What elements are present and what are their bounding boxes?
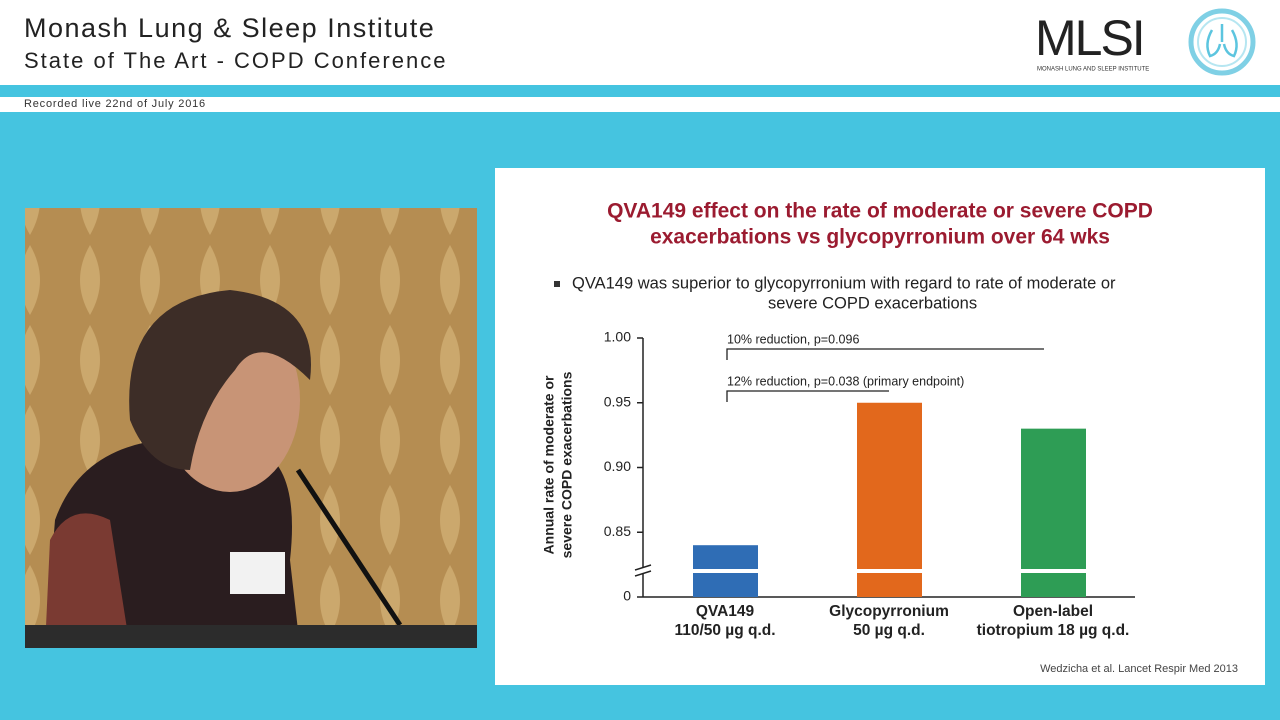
scarf — [45, 513, 130, 648]
x-tick-label: Open-label — [1013, 603, 1093, 620]
recorded-band — [0, 97, 1280, 112]
bullet-text: severe COPD exacerbations — [768, 294, 977, 312]
logo-circle — [1188, 8, 1256, 76]
bar-break — [692, 569, 759, 573]
y-tick-label: 0.90 — [604, 458, 631, 474]
bar — [857, 402, 922, 597]
bullet-marker — [554, 281, 560, 287]
y-tick-label: 0.85 — [604, 523, 631, 539]
axis-break-mark — [634, 564, 652, 577]
chart-title: QVA149 effect on the rate of moderate or… — [607, 200, 1153, 223]
y-tick-label: 1.00 — [604, 329, 631, 345]
y-axis-label: severe COPD exacerbations — [559, 371, 575, 558]
bullet-text: QVA149 was superior to glycopyrronium wi… — [572, 274, 1116, 292]
name-badge — [230, 552, 285, 594]
x-tick-label: 50 µg q.d. — [853, 622, 925, 639]
bar — [1021, 428, 1086, 597]
logo-lungs — [1206, 24, 1238, 58]
recorded-text: Recorded live 22nd of July 2016 — [24, 98, 206, 110]
y-tick-label: 0 — [623, 588, 631, 604]
logo-inner — [1197, 17, 1247, 67]
y-axis-label: Annual rate of moderate or — [541, 375, 557, 554]
annotation: 10% reduction, p=0.096 — [727, 332, 859, 346]
header-subtitle: State of The Art - COPD Conference — [24, 48, 447, 73]
lectern — [25, 625, 477, 648]
annotation-bracket — [726, 348, 1044, 360]
microphone — [295, 468, 403, 627]
person-hair — [129, 290, 311, 470]
bar-break — [856, 569, 923, 573]
citation: Wedzicha et al. Lancet Respir Med 2013 — [1040, 663, 1238, 675]
axis-break-gap — [635, 568, 651, 574]
header-band — [0, 0, 1280, 85]
x-tick-label: 110/50 µg q.d. — [674, 622, 775, 639]
video — [25, 208, 477, 648]
chart-title: exacerbations vs glycopyrronium over 64 … — [650, 226, 1110, 249]
y-tick-label: 0.95 — [604, 393, 631, 409]
bar-break — [1020, 569, 1087, 573]
x-tick-label: Glycopyrronium — [829, 603, 949, 620]
x-tick-label: tiotropium 18 µg q.d. — [977, 622, 1130, 639]
annotation: 12% reduction, p=0.038 (primary endpoint… — [727, 374, 964, 388]
logo-subtitle: MONASH LUNG AND SLEEP INSTITUTE — [1037, 67, 1149, 73]
logo-text: MLSI — [1035, 10, 1144, 66]
annotation-bracket — [726, 390, 889, 402]
x-tick-label: QVA149 — [696, 603, 755, 620]
header-title: Monash Lung & Sleep Institute — [24, 13, 435, 43]
